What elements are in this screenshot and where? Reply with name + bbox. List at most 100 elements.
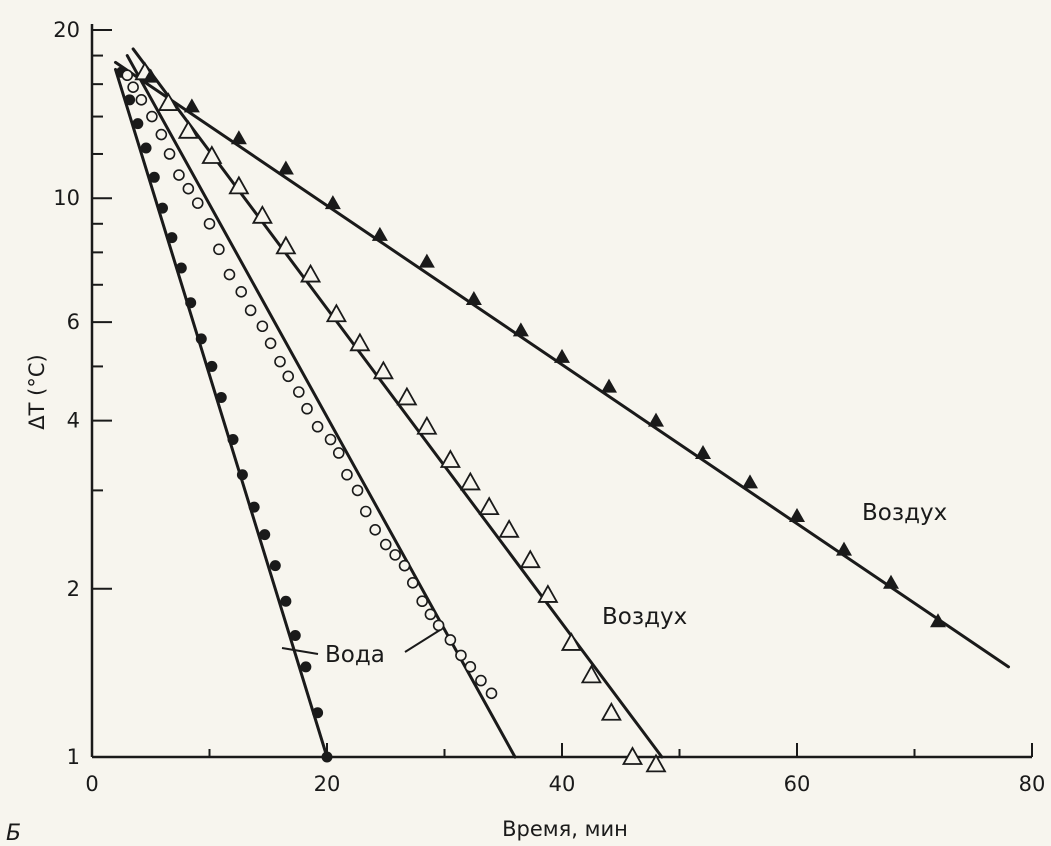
data-point (213, 243, 225, 256)
data-point (311, 420, 324, 433)
data-point (580, 664, 602, 684)
data-point (215, 391, 227, 403)
data-point (173, 169, 185, 181)
data-point (289, 629, 301, 641)
y-tick-label: 2 (67, 577, 80, 601)
ticks: 0 20 40 60 80 1 2 4 6 10 20 (53, 18, 1045, 796)
data-point (359, 505, 372, 518)
data-point (406, 576, 419, 589)
data-point (519, 549, 541, 569)
data-point (157, 202, 168, 214)
data-point (418, 253, 435, 268)
data-point (256, 320, 269, 333)
y-tick-label: 20 (53, 18, 80, 42)
x-tick-label: 0 (85, 772, 98, 796)
data-point (300, 661, 312, 673)
data-point (182, 182, 195, 195)
data-point (396, 386, 418, 406)
data-point (560, 632, 582, 651)
series-label-voda: Вода (325, 642, 385, 668)
data-point (349, 332, 371, 352)
data-point (325, 303, 347, 323)
data-point (280, 595, 292, 607)
data-point (648, 412, 664, 427)
data-point (282, 370, 295, 383)
axes (90, 24, 1032, 759)
data-point (324, 195, 341, 210)
data-point (554, 348, 570, 363)
x-tick-label: 20 (314, 772, 341, 796)
data-point (475, 674, 487, 687)
y-axis-title: ΔT (°C) (25, 354, 49, 429)
data-point (465, 291, 482, 306)
data-point (248, 501, 260, 513)
data-point (369, 524, 381, 536)
data-point (789, 507, 805, 522)
data-point (351, 484, 364, 497)
data-point (695, 444, 711, 459)
data-point (251, 204, 273, 224)
y-tick-label: 4 (67, 409, 80, 433)
data-point (235, 286, 248, 298)
data-point (135, 94, 148, 106)
data-point (444, 634, 457, 646)
data-point (372, 360, 394, 380)
voda-leader-line (281, 647, 319, 655)
x-tick-label: 60 (784, 772, 811, 796)
data-point (312, 707, 324, 719)
data-point (166, 232, 178, 244)
data-point (259, 529, 271, 541)
data-point (512, 322, 529, 337)
fit-line (114, 67, 329, 759)
y-tick-label: 10 (53, 186, 80, 210)
data-point (332, 447, 345, 459)
data-point (416, 415, 438, 435)
data-point (432, 619, 445, 632)
data-point (485, 687, 498, 700)
data-point (163, 148, 176, 160)
data-point (621, 746, 644, 765)
data-point (324, 433, 337, 446)
panel-label: Б (6, 821, 21, 846)
data-point (537, 584, 559, 603)
data-point (223, 268, 236, 281)
data-point (601, 378, 617, 393)
data-point (264, 337, 277, 350)
data-point (321, 751, 333, 763)
data-point (146, 110, 158, 123)
data-point (300, 263, 322, 283)
data-point (439, 449, 461, 468)
data-point (185, 297, 197, 309)
data-point (371, 226, 388, 241)
data-point (191, 197, 204, 209)
data-point (227, 433, 239, 445)
data-point (277, 160, 294, 175)
data-point (301, 402, 313, 415)
x-axis-title: Время, мин (502, 817, 628, 841)
data-point (175, 262, 187, 274)
data-point (148, 171, 160, 183)
data-point (398, 559, 411, 572)
data-point (269, 560, 281, 572)
data-point (478, 496, 500, 516)
data-point (883, 574, 899, 589)
data-point (155, 128, 168, 141)
data-point (498, 518, 520, 538)
data-point (183, 98, 200, 113)
data-point (177, 120, 199, 139)
data-point (742, 474, 758, 489)
data-point (455, 649, 467, 662)
data-point (228, 175, 250, 195)
voda-leader-line (404, 629, 441, 653)
data-point (195, 333, 207, 345)
data-point (389, 549, 401, 561)
data-point (930, 613, 946, 628)
data-point (124, 94, 136, 106)
data-point (292, 386, 305, 398)
data-point (127, 81, 139, 94)
data-point (157, 92, 179, 111)
y-tick-label: 1 (67, 745, 80, 769)
series-label-vozdukh-filled: Воздух (862, 500, 947, 526)
data-point (275, 235, 297, 255)
data-point (416, 595, 428, 608)
